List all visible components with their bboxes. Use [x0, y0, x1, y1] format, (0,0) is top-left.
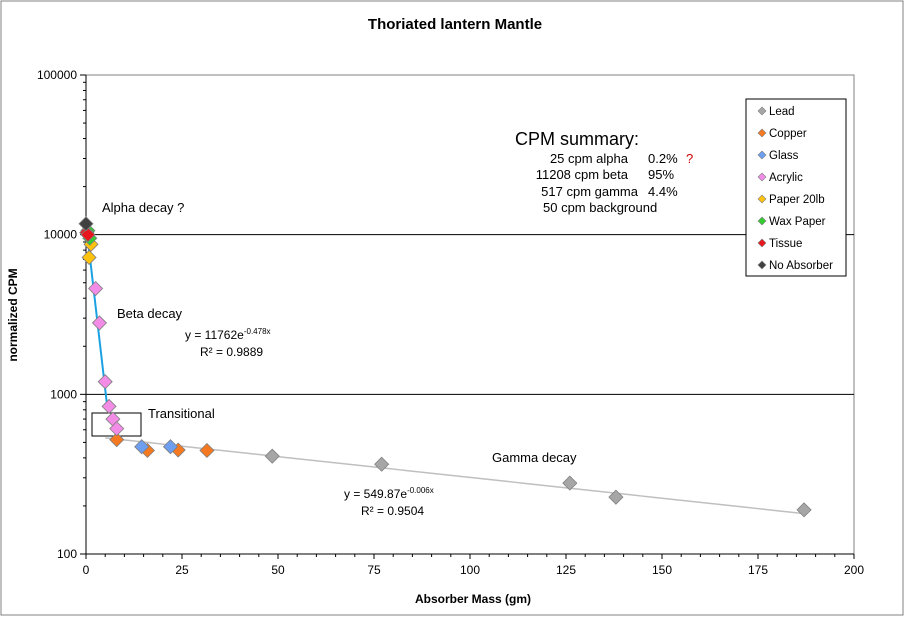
trend-beta-r2: R² = 0.9889 [200, 345, 263, 359]
x-tick-label: 50 [271, 563, 285, 577]
x-tick-label: 200 [844, 563, 864, 577]
x-tick-label: 125 [556, 563, 576, 577]
cpm-summary: CPM summary: 25 cpm alpha 0.2% ? 11208 c… [515, 129, 693, 215]
trend-gamma-r2: R² = 0.9504 [361, 504, 424, 518]
data-point-acrylic [109, 421, 125, 437]
y-axis: 100 1000 10000 100000 [37, 68, 87, 561]
svg-text:y = 11762e-0.478x: y = 11762e-0.478x [185, 327, 271, 342]
trend-gamma-equation: y = 549.87e [344, 487, 407, 501]
data-point-acrylic [91, 315, 108, 331]
data-point-acrylic [101, 398, 117, 414]
legend-label-paper-20lb: Paper 20lb [769, 194, 825, 206]
legend-marker-wax-paper [757, 216, 767, 226]
y-tick-label: 1000 [50, 387, 77, 401]
trendline [105, 437, 805, 515]
summary-row-count: 50 cpm background [543, 200, 657, 215]
chart-title: Thoriated lantern Mantle [368, 16, 542, 33]
summary-title: CPM summary: [515, 129, 639, 149]
y-tick-label: 100 [57, 547, 77, 561]
data-point-lead [562, 475, 578, 491]
legend-marker-paper-20lb [757, 194, 767, 204]
x-tick-label: 100 [460, 563, 480, 577]
summary-row-count: 517 cpm gamma [541, 184, 639, 199]
summary-row-count: 11208 cpm beta [536, 167, 629, 182]
x-tick-label: 175 [748, 563, 768, 577]
summary-row-pct: 4.4% [648, 184, 678, 199]
x-tick-label: 0 [83, 563, 90, 577]
data-points [78, 216, 812, 518]
data-point-lead [608, 489, 624, 505]
x-axis: 0 25 50 75 100 125 150 175 200 [83, 553, 864, 577]
legend-marker-glass [757, 150, 767, 160]
svg-text:y = 549.87e-0.006x: y = 549.87e-0.006x [344, 486, 434, 501]
trend-beta-exponent: -0.478x [244, 327, 271, 336]
x-axis-label: Absorber Mass (gm) [415, 592, 531, 606]
trendline-gamma-label: y = 549.87e-0.006x R² = 0.9504 [344, 486, 434, 518]
x-tick-label: 150 [652, 563, 672, 577]
legend-marker-acrylic [757, 172, 767, 182]
legend: Lead Copper Glass Acrylic Paper 20lb Wax Pape… [745, 98, 847, 277]
y-tick-label: 100000 [37, 68, 77, 82]
data-point-acrylic [97, 374, 113, 390]
data-point-tissue [80, 227, 96, 243]
data-point-no-absorber [78, 216, 94, 232]
legend-label-wax-paper: Wax Paper [769, 216, 826, 228]
summary-row-pct: 95% [648, 167, 674, 182]
gridlines [86, 234, 854, 395]
summary-row-pct: 0.2% [648, 151, 678, 166]
data-point-glass [162, 439, 179, 455]
data-point-lead [374, 456, 390, 472]
trend-beta-equation: y = 11762e [185, 328, 244, 342]
legend-marker-copper [757, 128, 767, 138]
legend-label-acrylic: Acrylic [769, 172, 803, 184]
data-point-copper [199, 442, 215, 459]
plot-frame [85, 74, 855, 555]
legend-marker-lead [757, 106, 767, 116]
annotation-gamma: Gamma decay [492, 450, 577, 465]
data-point-copper [109, 432, 125, 448]
summary-row-count: 25 cpm alpha [550, 151, 629, 166]
x-tick-label: 25 [175, 563, 189, 577]
data-point-lead [264, 448, 280, 464]
trend-gamma-exponent: -0.006x [407, 486, 434, 495]
annotation-alpha: Alpha decay ? [102, 200, 184, 215]
legend-label-lead: Lead [769, 106, 795, 118]
plot-area [85, 74, 855, 555]
y-tick-label: 10000 [44, 228, 78, 242]
x-tick-label: 75 [367, 563, 381, 577]
summary-row-flag: ? [686, 151, 693, 166]
trendline-beta-label: y = 11762e-0.478x R² = 0.9889 [185, 327, 271, 359]
data-point-lead [796, 502, 812, 518]
annotation-beta: Beta decay [117, 306, 183, 321]
data-point-paper-20lb [81, 249, 97, 266]
legend-marker-tissue [757, 238, 767, 248]
legend-marker-no-absorber [757, 260, 767, 270]
data-point-acrylic [88, 280, 104, 297]
legend-label-tissue: Tissue [769, 238, 802, 250]
data-point-glass [134, 439, 150, 455]
annotation-transitional: Transitional [148, 406, 215, 421]
legend-label-copper: Copper [769, 128, 807, 140]
legend-label-glass: Glass [769, 150, 799, 162]
y-axis-label: normalized CPM [6, 268, 20, 361]
legend-label-no-absorber: No Absorber [769, 260, 833, 272]
